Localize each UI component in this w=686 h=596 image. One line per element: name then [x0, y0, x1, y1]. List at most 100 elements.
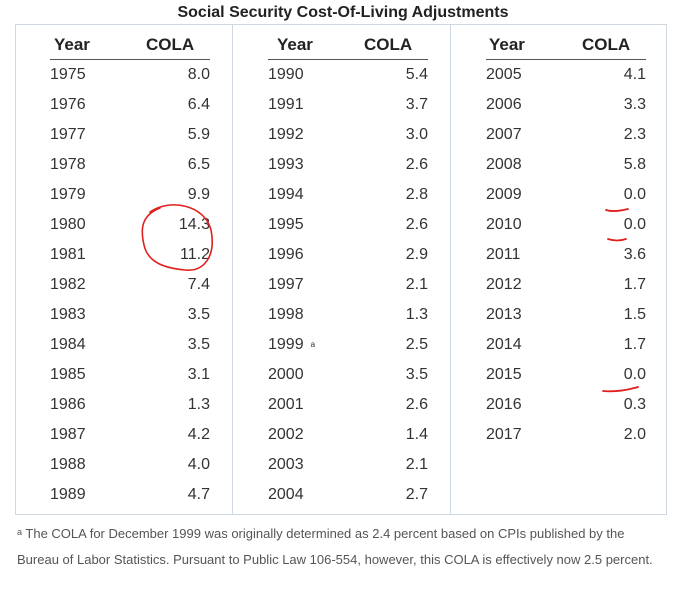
table-row: 1988 4.0: [15, 450, 232, 480]
year-value: 1985: [50, 366, 86, 383]
table-row: 1975 8.0: [15, 60, 232, 90]
table-row: 2014 1.7: [451, 330, 668, 360]
table-row: 2004 2.7: [233, 480, 450, 510]
year-value: 1990: [268, 66, 304, 83]
year-value: 2012: [486, 276, 522, 293]
table-row: 1981 11.2: [15, 240, 232, 270]
year-cell: 2015: [486, 365, 522, 385]
year-cell: 1978: [50, 155, 86, 175]
year-cell: 1984: [50, 335, 86, 355]
cola-cell: 3.0: [405, 126, 428, 143]
year-cell: 2004: [268, 485, 304, 505]
year-value: 2011: [486, 246, 521, 263]
year-value: 2010: [486, 216, 522, 233]
year-value: 1975: [50, 66, 86, 83]
table-row: 1979 9.9: [15, 180, 232, 210]
cola-cell: 2.1: [405, 456, 428, 473]
table-row: 2003 2.1: [233, 450, 450, 480]
cola-cell: 3.5: [187, 306, 210, 323]
year-cell: 2009: [486, 185, 522, 205]
year-cell: 2011: [486, 245, 520, 265]
table-row: 2016 0.3: [451, 390, 668, 420]
year-cell: 2008: [486, 155, 522, 175]
year-cell: 1979: [50, 185, 86, 205]
cola-cell: 3.6: [623, 246, 646, 263]
cola-cell: 3.5: [187, 336, 210, 353]
year-value: 2015: [486, 366, 522, 383]
year-cell: 2006: [486, 95, 522, 115]
year-cell: 1994: [268, 185, 304, 205]
table-row: 1990 5.4: [233, 60, 450, 90]
year-cell: 1977: [50, 125, 86, 145]
cola-cell: 3.1: [187, 366, 210, 383]
table-row: 1997 2.1: [233, 270, 450, 300]
table-row: 2000 3.5: [233, 360, 450, 390]
year-value: 2007: [486, 126, 522, 143]
cola-cell: 0.0: [623, 216, 646, 233]
cola-cell: 0.0: [623, 366, 646, 383]
table-row: 1986 1.3: [15, 390, 232, 420]
year-cell: 2010: [486, 215, 522, 235]
year-value: 1995: [268, 216, 304, 233]
year-cell: 1976: [50, 95, 86, 115]
table-row: 1977 5.9: [15, 120, 232, 150]
year-cell: 2003: [268, 455, 304, 475]
cola-cell: 2.8: [405, 186, 428, 203]
table-row: 2013 1.5: [451, 300, 668, 330]
year-header: Year: [277, 35, 313, 54]
table-row: 2012 1.7: [451, 270, 668, 300]
year-value: 1978: [50, 156, 86, 173]
cola-cell: 0.3: [623, 396, 646, 413]
table-row: 1987 4.2: [15, 420, 232, 450]
year-value: 2004: [268, 486, 304, 503]
cola-cell: 2.9: [405, 246, 428, 263]
year-cell: 2016: [486, 395, 522, 415]
year-value: 1982: [50, 276, 86, 293]
year-value: 1986: [50, 396, 86, 413]
year-cell: 2007: [486, 125, 522, 145]
year-value: 2009: [486, 186, 522, 203]
cola-cell: 9.9: [187, 186, 210, 203]
year-cell: 2001: [268, 395, 304, 415]
year-value: 2016: [486, 396, 522, 413]
table-frame: [15, 24, 667, 515]
year-cell: 1999 a: [268, 335, 315, 355]
cola-cell: 1.3: [187, 396, 210, 413]
year-value: 2008: [486, 156, 522, 173]
table-rows: 1975 8.0 1976 6.4 1977 5.9 1978 6.5 1979 9.9 1980 1…: [15, 60, 232, 510]
table-row: 2007 2.3: [451, 120, 668, 150]
table-row: 2008 5.8: [451, 150, 668, 180]
cola-cell: 1.5: [623, 306, 646, 323]
year-header: Year: [489, 35, 525, 54]
footnote-ref[interactable]: a: [310, 340, 316, 349]
year-cell: 1995: [268, 215, 304, 235]
table-row: 2010 0.0: [451, 210, 668, 240]
year-cell: 1990: [268, 65, 304, 85]
footnote-text: The COLA for December 1999 was originall…: [17, 526, 653, 567]
cola-cell: 5.9: [187, 126, 210, 143]
table-row: 2009 0.0: [451, 180, 668, 210]
cola-cell: 1.7: [623, 336, 646, 353]
year-cell: 1989: [50, 485, 86, 505]
table-row: 1995 2.6: [233, 210, 450, 240]
year-cell: 1983: [50, 305, 86, 325]
year-cell: 2013: [486, 305, 522, 325]
year-value: 1996: [268, 246, 304, 263]
cola-cell: 4.2: [187, 426, 210, 443]
cola-cell: 2.3: [623, 126, 646, 143]
year-value: 1997: [268, 276, 304, 293]
cola-cell: 1.3: [405, 306, 428, 323]
year-value: 1993: [268, 156, 304, 173]
table-row: 1980 14.3: [15, 210, 232, 240]
year-cell: 1981: [50, 245, 86, 265]
table-row: 1989 4.7: [15, 480, 232, 510]
cola-header: COLA: [146, 35, 195, 54]
year-cell: 1987: [50, 425, 86, 445]
table-row: 1984 3.5: [15, 330, 232, 360]
year-cell: 1975: [50, 65, 86, 85]
table-row: 1992 3.0: [233, 120, 450, 150]
year-cell: 1991: [268, 95, 304, 115]
year-value: 1977: [50, 126, 86, 143]
cola-cell: 0.0: [623, 186, 646, 203]
table-row: 2005 4.1: [451, 60, 668, 90]
